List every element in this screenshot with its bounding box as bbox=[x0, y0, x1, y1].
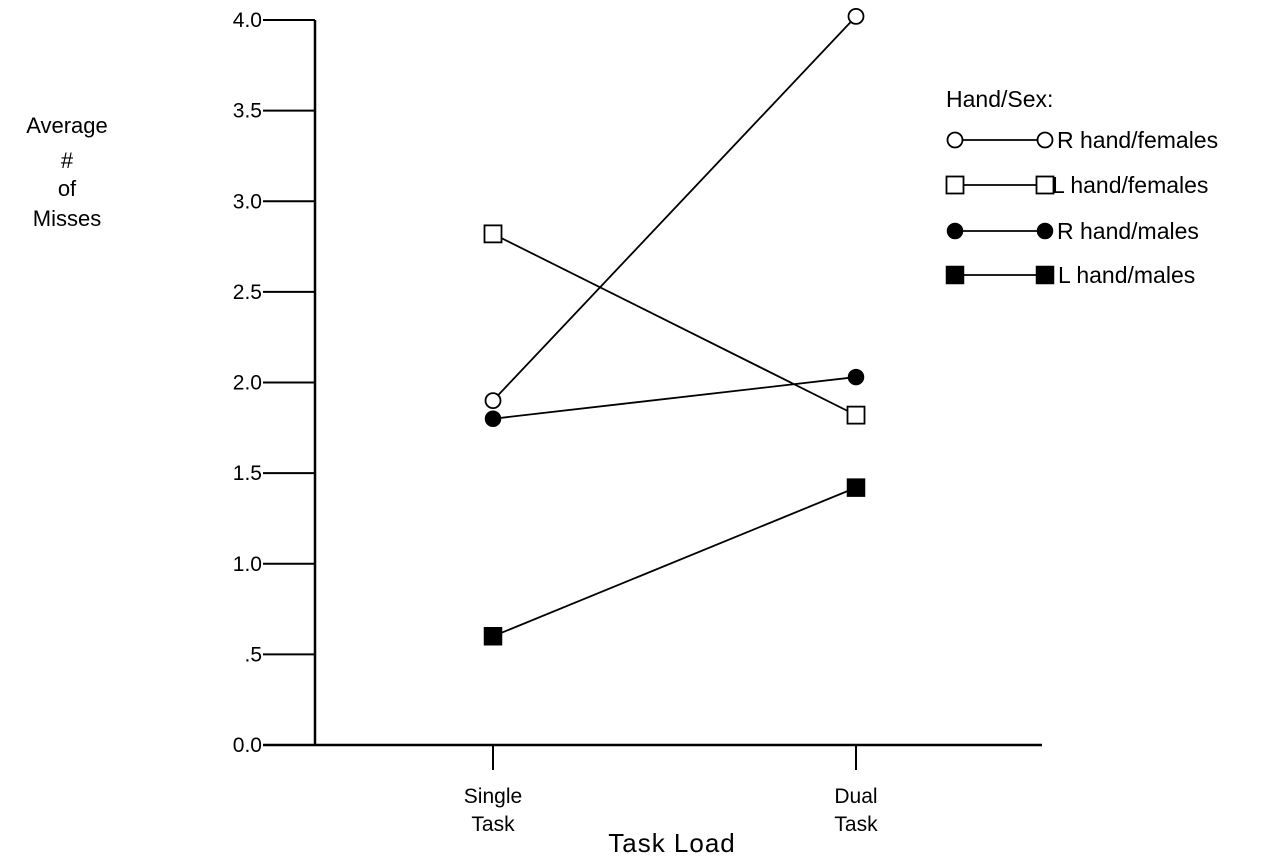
series-1 bbox=[483, 224, 866, 425]
series-line bbox=[492, 15, 857, 402]
y-tick-label: 1.0 bbox=[233, 553, 262, 576]
data-point bbox=[483, 224, 503, 244]
y-axis-title-line: Average bbox=[26, 113, 108, 138]
x-tick-label: Single bbox=[464, 785, 522, 808]
y-axis-ticks: 0.0 .5 1.0 1.5 2.0 2.5 3.0 3.5 4.0 bbox=[233, 9, 315, 757]
data-point bbox=[847, 7, 865, 25]
legend-item: R hand/females bbox=[946, 127, 1218, 153]
y-tick-label: .5 bbox=[244, 643, 262, 666]
legend-marker bbox=[1036, 131, 1054, 149]
legend-label: R hand/females bbox=[1057, 127, 1218, 153]
legend-marker bbox=[1035, 265, 1055, 285]
series-line bbox=[492, 233, 857, 416]
legend-label: R hand/males bbox=[1057, 218, 1199, 244]
x-axis-title: Task Load bbox=[608, 828, 736, 858]
y-axis-title: Average # of Misses bbox=[26, 113, 108, 231]
y-tick-label: 0.0 bbox=[233, 734, 262, 757]
y-axis-title-line: of bbox=[58, 176, 77, 201]
data-point bbox=[483, 627, 503, 646]
legend-marker bbox=[945, 175, 965, 195]
legend: Hand/Sex: R hand/females L hand/females R … bbox=[945, 86, 1218, 288]
data-point bbox=[846, 478, 866, 497]
legend-item: L hand/males bbox=[945, 262, 1195, 288]
legend-item: R hand/males bbox=[946, 218, 1199, 244]
y-axis-title-line: Misses bbox=[33, 206, 101, 231]
y-tick-label: 2.5 bbox=[233, 281, 262, 304]
legend-label: L hand/males bbox=[1058, 262, 1195, 288]
legend-marker bbox=[1035, 175, 1055, 195]
data-point bbox=[484, 410, 502, 427]
series-3 bbox=[483, 478, 866, 646]
x-tick-label: Task bbox=[834, 813, 878, 836]
y-tick-label: 1.5 bbox=[233, 462, 262, 485]
y-tick-label: 3.0 bbox=[233, 190, 262, 213]
series-2 bbox=[484, 368, 865, 427]
legend-marker bbox=[1036, 222, 1054, 240]
data-point bbox=[846, 405, 866, 425]
series-0 bbox=[484, 7, 865, 410]
legend-label: L hand/females bbox=[1052, 172, 1208, 198]
x-tick-label: Dual bbox=[834, 785, 877, 808]
legend-marker bbox=[945, 265, 965, 285]
series-group bbox=[483, 7, 866, 646]
x-tick-label: Task bbox=[471, 813, 515, 836]
legend-title: Hand/Sex: bbox=[946, 86, 1053, 112]
legend-marker bbox=[946, 131, 964, 149]
legend-item: L hand/females bbox=[945, 172, 1208, 198]
x-axis-ticks: Single Task Dual Task bbox=[464, 745, 878, 836]
y-axis-title-line: # bbox=[61, 148, 74, 173]
y-tick-label: 2.0 bbox=[233, 372, 262, 395]
series-line bbox=[492, 486, 857, 638]
data-point bbox=[484, 392, 502, 410]
legend-marker bbox=[946, 222, 964, 240]
y-tick-label: 3.5 bbox=[233, 100, 262, 123]
y-tick-label: 4.0 bbox=[233, 9, 262, 32]
data-point bbox=[847, 368, 865, 386]
series-line bbox=[492, 376, 857, 420]
